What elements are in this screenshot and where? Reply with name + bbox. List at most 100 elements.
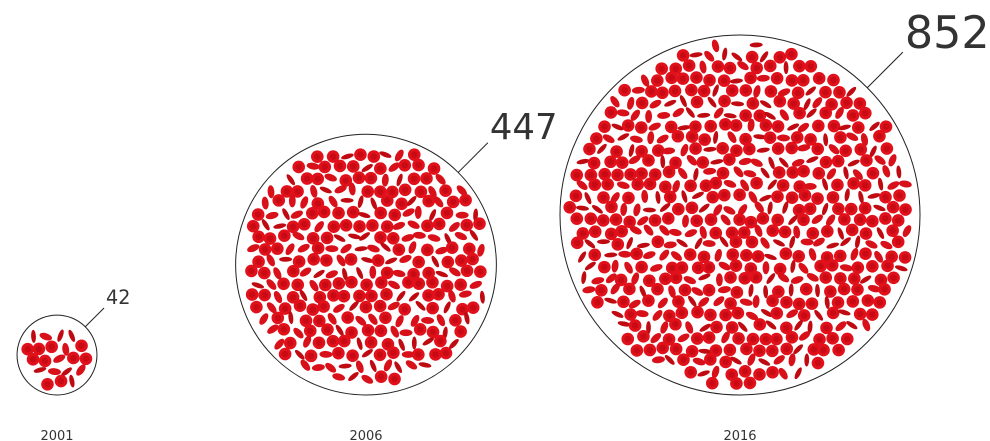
blood-cell-center: [837, 134, 844, 141]
blood-cell: [405, 360, 418, 370]
blood-cell: [803, 98, 811, 111]
blood-cell-center: [822, 274, 829, 281]
blood-cell: [319, 350, 333, 358]
blood-cell-center: [788, 77, 796, 84]
blood-cell-center: [302, 317, 310, 324]
blood-cell-center: [712, 347, 720, 354]
blood-cell-center: [324, 326, 331, 333]
blood-cell-center: [687, 369, 694, 376]
blood-cell: [672, 107, 685, 118]
blood-cell-center: [316, 317, 323, 325]
blood-cell: [327, 313, 337, 325]
blood-cell: [740, 179, 750, 192]
blood-cell-center: [322, 281, 329, 289]
blood-cell-center: [369, 222, 376, 229]
blood-cell: [777, 134, 791, 142]
blood-cell-center: [721, 97, 728, 105]
blood-cell-center: [856, 310, 864, 318]
blood-cell: [835, 321, 847, 332]
blood-cell: [668, 285, 676, 298]
blood-cell-center: [261, 291, 268, 299]
blood-cell-center: [674, 133, 682, 140]
blood-cell-center: [401, 306, 408, 313]
blood-cell-center: [591, 251, 598, 259]
blood-cell-center: [672, 65, 679, 72]
blood-cell: [647, 131, 655, 145]
blood-cell: [477, 243, 485, 257]
blood-cell-center: [295, 163, 302, 171]
blood-cell-center: [330, 223, 338, 230]
blood-cell-center: [743, 252, 750, 259]
blood-cell-center: [307, 327, 314, 335]
blood-cell-center: [374, 257, 382, 264]
blood-cell: [610, 283, 620, 295]
blood-cell-center: [795, 300, 803, 308]
blood-cell-center: [692, 145, 699, 152]
blood-cell: [402, 208, 415, 217]
blood-cell-center: [700, 253, 708, 261]
blood-cell: [788, 283, 794, 297]
blood-cell-center: [773, 75, 781, 82]
blood-cell: [692, 191, 704, 199]
blood-cell: [898, 180, 912, 188]
blood-cell-center: [783, 299, 790, 306]
blood-cell: [664, 354, 675, 365]
blood-cell-center: [748, 238, 756, 246]
blood-cell: [628, 155, 641, 165]
blood-cell-center: [294, 281, 301, 289]
blood-cell: [261, 196, 269, 210]
blood-cell-center: [814, 359, 822, 367]
blood-cell-center: [675, 298, 682, 305]
blood-cell-center: [667, 193, 674, 201]
blood-cell: [852, 169, 863, 181]
blood-cell: [334, 185, 347, 194]
blood-cell-center: [776, 54, 784, 61]
blood-cell: [626, 237, 633, 250]
blood-cell: [721, 331, 730, 344]
blood-cell: [408, 241, 417, 254]
blood-cell: [383, 359, 393, 372]
blood-cell: [826, 168, 837, 180]
blood-cell: [624, 261, 633, 274]
blood-cell-center: [830, 122, 838, 130]
blood-cell-center: [856, 100, 864, 107]
blood-cell-center: [281, 350, 289, 358]
blood-cell-center: [681, 286, 689, 294]
blood-cell: [821, 202, 829, 216]
blood-cell: [758, 358, 771, 366]
blood-cell: [348, 372, 359, 382]
blood-cell: [692, 357, 706, 366]
blood-cell: [731, 52, 743, 62]
blood-cell-center: [466, 245, 473, 253]
blood-cell: [39, 332, 53, 341]
blood-cell-center: [608, 230, 615, 238]
blood-cell-center: [834, 157, 842, 165]
blood-cell: [616, 181, 630, 189]
blood-cell-center: [882, 123, 890, 130]
blood-cell-center: [248, 291, 256, 298]
blood-cell: [640, 74, 650, 87]
blood-cell: [469, 280, 482, 289]
blood-cell: [651, 356, 665, 364]
blood-cell-center: [469, 255, 476, 263]
blood-cell-center: [425, 269, 432, 277]
blood-cell: [668, 228, 682, 237]
blood-cell-center: [254, 211, 262, 218]
blood-cell-center: [280, 280, 287, 287]
blood-cell-center: [363, 281, 370, 289]
blood-cell-center: [398, 200, 405, 207]
blood-cell: [421, 317, 435, 324]
blood-cell-center: [463, 267, 471, 274]
blood-cell: [773, 355, 785, 365]
blood-cell-center: [796, 62, 803, 70]
blood-cell: [704, 50, 715, 62]
blood-cell-center: [851, 275, 858, 282]
blood-cell: [380, 242, 391, 252]
blood-cell-center: [747, 218, 755, 226]
blood-cell-center: [728, 324, 736, 331]
blood-cell-center: [829, 194, 837, 201]
blood-cell: [418, 362, 432, 368]
blood-cell-center: [732, 122, 740, 129]
blood-cell-center: [574, 239, 581, 247]
